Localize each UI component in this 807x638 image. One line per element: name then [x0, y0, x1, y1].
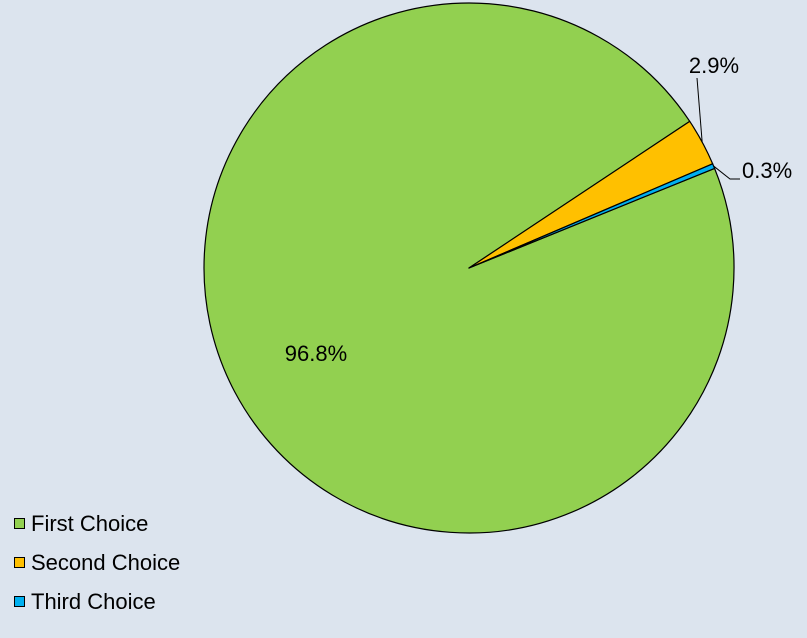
- data-label-second-choice: 2.9%: [689, 53, 739, 78]
- pie-slice-third-choice: [468, 163, 716, 269]
- legend: First Choice Second Choice Third Choice: [14, 510, 181, 629]
- legend-label-first-choice: First Choice: [31, 510, 149, 536]
- leader-line-second-choice: [696, 77, 703, 143]
- legend-label-second-choice: Second Choice: [31, 549, 181, 575]
- leader-line-third-choice: [713, 165, 740, 180]
- data-label-first-choice: 96.8%: [285, 341, 347, 366]
- legend-label-third-choice: Third Choice: [31, 588, 156, 614]
- data-label-third-choice: 0.3%: [742, 158, 792, 183]
- legend-item-third-choice: Third Choice: [14, 588, 180, 614]
- legend-swatch-third-choice: [14, 596, 25, 607]
- legend-swatch-second-choice: [14, 557, 25, 568]
- legend-item-second-choice: Second Choice: [14, 549, 181, 575]
- legend-item-first-choice: First Choice: [14, 510, 180, 536]
- legend-swatch-first-choice: [14, 518, 25, 529]
